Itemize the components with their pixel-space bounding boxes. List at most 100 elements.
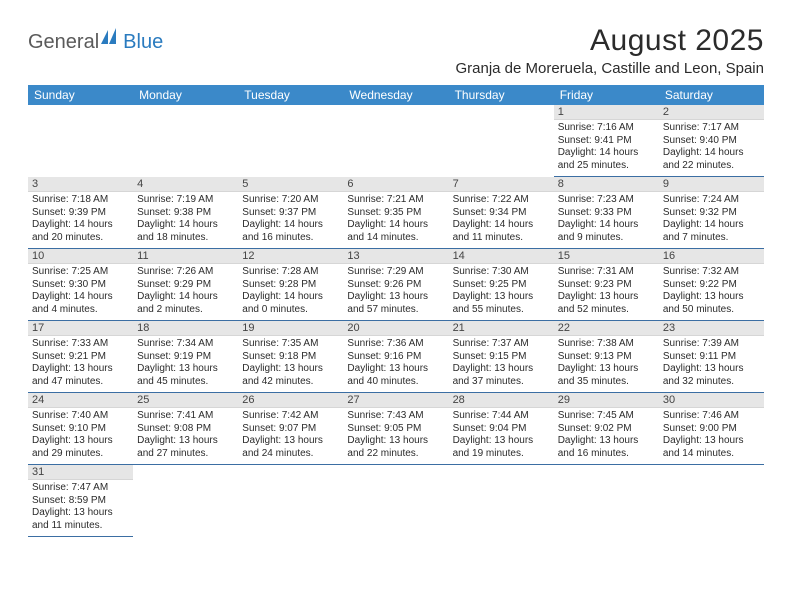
day-number: 23 [659, 321, 764, 336]
sunrise-text: Sunrise: 7:28 AM [242, 266, 339, 279]
calendar-cell: 8Sunrise: 7:23 AMSunset: 9:33 PMDaylight… [554, 177, 659, 249]
sunrise-text: Sunrise: 7:23 AM [558, 194, 655, 207]
daylight-text: Daylight: 14 hours [32, 219, 129, 232]
day-details: Sunrise: 7:22 AMSunset: 9:34 PMDaylight:… [449, 192, 554, 248]
daylight-text: Daylight: 13 hours [242, 435, 339, 448]
day-details: Sunrise: 7:18 AMSunset: 9:39 PMDaylight:… [28, 192, 133, 248]
sunset-text: Sunset: 9:28 PM [242, 279, 339, 292]
calendar-cell [659, 465, 764, 537]
sunrise-text: Sunrise: 7:44 AM [453, 410, 550, 423]
sunset-text: Sunset: 9:39 PM [32, 207, 129, 220]
day-number: 24 [28, 393, 133, 408]
day-number: 4 [133, 177, 238, 192]
calendar-cell: 3Sunrise: 7:18 AMSunset: 9:39 PMDaylight… [28, 177, 133, 249]
day-number: 10 [28, 249, 133, 264]
daylight-text2: and 27 minutes. [137, 448, 234, 461]
day-header-row: Sunday Monday Tuesday Wednesday Thursday… [28, 85, 764, 105]
calendar-cell: 15Sunrise: 7:31 AMSunset: 9:23 PMDayligh… [554, 249, 659, 321]
calendar-cell: 24Sunrise: 7:40 AMSunset: 9:10 PMDayligh… [28, 393, 133, 465]
calendar-cell: 11Sunrise: 7:26 AMSunset: 9:29 PMDayligh… [133, 249, 238, 321]
sunrise-text: Sunrise: 7:17 AM [663, 122, 760, 135]
daylight-text: Daylight: 14 hours [558, 219, 655, 232]
calendar-cell: 23Sunrise: 7:39 AMSunset: 9:11 PMDayligh… [659, 321, 764, 393]
calendar-cell: 18Sunrise: 7:34 AMSunset: 9:19 PMDayligh… [133, 321, 238, 393]
calendar-cell: 7Sunrise: 7:22 AMSunset: 9:34 PMDaylight… [449, 177, 554, 249]
day-number: 29 [554, 393, 659, 408]
calendar-cell: 14Sunrise: 7:30 AMSunset: 9:25 PMDayligh… [449, 249, 554, 321]
daylight-text: Daylight: 14 hours [32, 291, 129, 304]
daylight-text2: and 20 minutes. [32, 232, 129, 245]
daylight-text2: and 18 minutes. [137, 232, 234, 245]
day-details: Sunrise: 7:37 AMSunset: 9:15 PMDaylight:… [449, 336, 554, 392]
calendar-cell: 1Sunrise: 7:16 AMSunset: 9:41 PMDaylight… [554, 105, 659, 177]
day-details: Sunrise: 7:19 AMSunset: 9:38 PMDaylight:… [133, 192, 238, 248]
calendar-week-row: 10Sunrise: 7:25 AMSunset: 9:30 PMDayligh… [28, 249, 764, 321]
sunset-text: Sunset: 9:33 PM [558, 207, 655, 220]
daylight-text: Daylight: 13 hours [663, 435, 760, 448]
month-title: August 2025 [455, 24, 764, 58]
day-details: Sunrise: 7:33 AMSunset: 9:21 PMDaylight:… [28, 336, 133, 392]
day-number: 2 [659, 105, 764, 120]
day-details: Sunrise: 7:46 AMSunset: 9:00 PMDaylight:… [659, 408, 764, 464]
day-header: Sunday [28, 85, 133, 105]
sunrise-text: Sunrise: 7:29 AM [347, 266, 444, 279]
daylight-text: Daylight: 13 hours [137, 435, 234, 448]
day-details: Sunrise: 7:28 AMSunset: 9:28 PMDaylight:… [238, 264, 343, 320]
calendar-cell: 16Sunrise: 7:32 AMSunset: 9:22 PMDayligh… [659, 249, 764, 321]
day-details: Sunrise: 7:47 AMSunset: 8:59 PMDaylight:… [28, 480, 133, 536]
daylight-text2: and 42 minutes. [242, 376, 339, 389]
calendar-body: 1Sunrise: 7:16 AMSunset: 9:41 PMDaylight… [28, 105, 764, 537]
calendar-table: Sunday Monday Tuesday Wednesday Thursday… [28, 85, 764, 537]
day-details: Sunrise: 7:44 AMSunset: 9:04 PMDaylight:… [449, 408, 554, 464]
sunrise-text: Sunrise: 7:43 AM [347, 410, 444, 423]
day-details: Sunrise: 7:17 AMSunset: 9:40 PMDaylight:… [659, 120, 764, 176]
day-number: 28 [449, 393, 554, 408]
day-number: 15 [554, 249, 659, 264]
daylight-text2: and 25 minutes. [558, 160, 655, 173]
sunset-text: Sunset: 9:38 PM [137, 207, 234, 220]
calendar-cell: 13Sunrise: 7:29 AMSunset: 9:26 PMDayligh… [343, 249, 448, 321]
sunset-text: Sunset: 9:25 PM [453, 279, 550, 292]
day-details: Sunrise: 7:21 AMSunset: 9:35 PMDaylight:… [343, 192, 448, 248]
sunset-text: Sunset: 9:10 PM [32, 423, 129, 436]
sunset-text: Sunset: 9:18 PM [242, 351, 339, 364]
day-header: Thursday [449, 85, 554, 105]
day-details: Sunrise: 7:39 AMSunset: 9:11 PMDaylight:… [659, 336, 764, 392]
daylight-text: Daylight: 13 hours [32, 507, 129, 520]
calendar-week-row: 17Sunrise: 7:33 AMSunset: 9:21 PMDayligh… [28, 321, 764, 393]
daylight-text: Daylight: 13 hours [453, 291, 550, 304]
daylight-text: Daylight: 14 hours [347, 219, 444, 232]
day-header: Tuesday [238, 85, 343, 105]
sunset-text: Sunset: 9:32 PM [663, 207, 760, 220]
daylight-text: Daylight: 13 hours [32, 435, 129, 448]
day-number: 11 [133, 249, 238, 264]
day-header: Friday [554, 85, 659, 105]
calendar-cell: 6Sunrise: 7:21 AMSunset: 9:35 PMDaylight… [343, 177, 448, 249]
calendar-cell [343, 465, 448, 537]
daylight-text2: and 29 minutes. [32, 448, 129, 461]
daylight-text2: and 16 minutes. [558, 448, 655, 461]
day-details: Sunrise: 7:41 AMSunset: 9:08 PMDaylight:… [133, 408, 238, 464]
day-number: 16 [659, 249, 764, 264]
daylight-text2: and 40 minutes. [347, 376, 444, 389]
daylight-text2: and 22 minutes. [663, 160, 760, 173]
sunrise-text: Sunrise: 7:38 AM [558, 338, 655, 351]
daylight-text: Daylight: 13 hours [242, 363, 339, 376]
calendar-cell: 10Sunrise: 7:25 AMSunset: 9:30 PMDayligh… [28, 249, 133, 321]
day-header: Saturday [659, 85, 764, 105]
sunset-text: Sunset: 9:40 PM [663, 135, 760, 148]
sunrise-text: Sunrise: 7:25 AM [32, 266, 129, 279]
day-number: 18 [133, 321, 238, 336]
day-details: Sunrise: 7:36 AMSunset: 9:16 PMDaylight:… [343, 336, 448, 392]
sunrise-text: Sunrise: 7:37 AM [453, 338, 550, 351]
sunrise-text: Sunrise: 7:36 AM [347, 338, 444, 351]
day-number: 7 [449, 177, 554, 192]
day-number: 19 [238, 321, 343, 336]
calendar-cell [449, 465, 554, 537]
day-number: 26 [238, 393, 343, 408]
calendar-cell [133, 465, 238, 537]
day-details: Sunrise: 7:25 AMSunset: 9:30 PMDaylight:… [28, 264, 133, 320]
daylight-text2: and 14 minutes. [663, 448, 760, 461]
calendar-cell: 9Sunrise: 7:24 AMSunset: 9:32 PMDaylight… [659, 177, 764, 249]
daylight-text2: and 50 minutes. [663, 304, 760, 317]
